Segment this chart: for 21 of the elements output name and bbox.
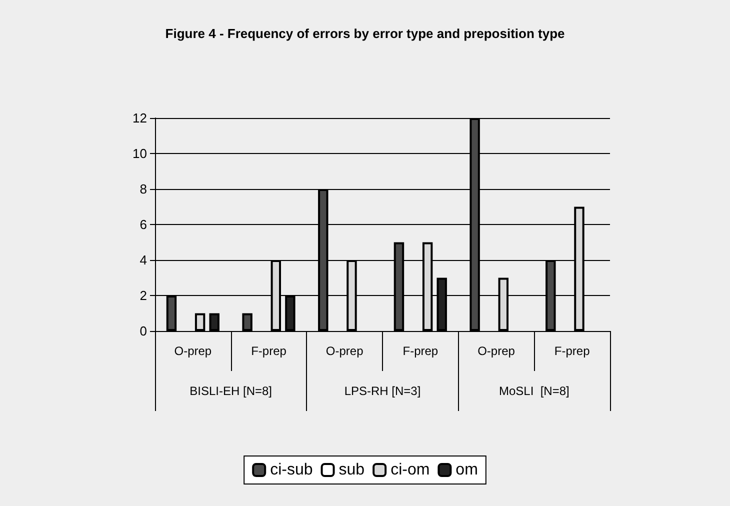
legend-label: ci-om (390, 462, 430, 478)
legend-label: om (456, 462, 478, 478)
y-tick-label: 12 (132, 110, 147, 126)
x-tick-label: O-prep (326, 344, 364, 358)
y-tick-label: 4 (140, 252, 147, 268)
x-tick-label: F-prep (402, 344, 438, 358)
legend-label: ci-sub (270, 462, 313, 478)
x-tick-label: F-prep (251, 344, 287, 358)
y-tick-label: 2 (140, 288, 147, 303)
text: LPS-RH [N=3] (344, 384, 421, 398)
y-tick-label: 0 (140, 324, 147, 338)
text: MoSLI [N=8] (498, 384, 570, 398)
x-tick-label: O-prep (478, 344, 516, 358)
y-tick-label: 10 (132, 146, 147, 161)
legend-label: sub (338, 462, 365, 478)
y-tick-label: 8 (140, 182, 147, 196)
x-tick-label: O-prep (174, 344, 212, 358)
text: BISLI-EH [N=8] (190, 384, 272, 398)
y-tick-label: 6 (140, 217, 147, 232)
x-tick-label: F-prep (554, 344, 590, 358)
chart-title: Figure 4 - Frequency of errors by error type and preposition type (165, 26, 565, 41)
